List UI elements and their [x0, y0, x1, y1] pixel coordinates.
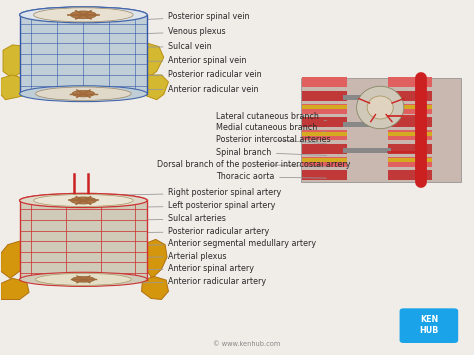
Bar: [302, 117, 346, 127]
Text: Right posterior spinal artery: Right posterior spinal artery: [116, 188, 282, 197]
Bar: [302, 105, 346, 109]
Ellipse shape: [34, 195, 133, 207]
Bar: [343, 148, 391, 153]
Ellipse shape: [71, 197, 96, 204]
Bar: [388, 105, 432, 109]
Ellipse shape: [72, 91, 95, 97]
Text: Anterior spinal vein: Anterior spinal vein: [116, 56, 247, 65]
Bar: [388, 130, 432, 140]
Ellipse shape: [19, 7, 147, 23]
Bar: [388, 132, 432, 136]
Bar: [388, 144, 432, 153]
Bar: [343, 95, 391, 100]
Text: Arterial plexus: Arterial plexus: [91, 252, 227, 261]
Text: Posterior radicular vein: Posterior radicular vein: [110, 70, 262, 80]
Text: Anterior radicular artery: Anterior radicular artery: [84, 277, 266, 286]
Polygon shape: [140, 239, 167, 278]
Text: Anterior spinal artery: Anterior spinal artery: [88, 264, 255, 273]
Text: Thoracic aorta: Thoracic aorta: [216, 172, 327, 181]
Bar: [302, 77, 346, 87]
Ellipse shape: [71, 11, 96, 19]
Polygon shape: [0, 241, 30, 278]
Bar: [302, 157, 346, 167]
Ellipse shape: [72, 277, 95, 282]
Bar: [302, 104, 346, 114]
Text: Posterior intercostal arteries: Posterior intercostal arteries: [216, 135, 330, 144]
Ellipse shape: [36, 87, 131, 100]
Bar: [388, 77, 432, 87]
Ellipse shape: [19, 272, 147, 286]
Bar: [302, 132, 346, 136]
FancyBboxPatch shape: [400, 308, 458, 343]
Text: Posterior radicular artery: Posterior radicular artery: [100, 227, 270, 236]
Text: Posterior spinal vein: Posterior spinal vein: [134, 12, 250, 21]
Bar: [302, 158, 346, 162]
Bar: [388, 104, 432, 114]
Bar: [302, 91, 346, 100]
Ellipse shape: [36, 273, 131, 285]
Text: Left posterior spinal artery: Left posterior spinal artery: [111, 201, 276, 210]
Text: Venous plexus: Venous plexus: [127, 27, 226, 36]
Polygon shape: [133, 43, 164, 78]
Bar: [302, 170, 346, 180]
Text: © www.kenhub.com: © www.kenhub.com: [213, 341, 280, 347]
Ellipse shape: [19, 7, 147, 23]
Bar: [301, 78, 462, 182]
Bar: [19, 201, 147, 280]
Bar: [388, 91, 432, 100]
Ellipse shape: [356, 86, 404, 129]
Text: Spinal branch: Spinal branch: [216, 148, 327, 157]
Text: Dorsal branch of the posterior intercostal artery: Dorsal branch of the posterior intercost…: [156, 160, 350, 169]
Bar: [388, 158, 432, 162]
Ellipse shape: [19, 193, 147, 208]
Ellipse shape: [19, 86, 147, 102]
Text: Medial cutaneous branch: Medial cutaneous branch: [216, 124, 327, 132]
Bar: [388, 157, 432, 167]
Text: Sulcal arteries: Sulcal arteries: [105, 214, 227, 223]
Polygon shape: [142, 277, 168, 300]
Polygon shape: [0, 75, 31, 100]
Polygon shape: [0, 278, 29, 300]
Polygon shape: [138, 75, 168, 100]
Ellipse shape: [34, 8, 133, 22]
Text: Lateral cutaneous branch: Lateral cutaneous branch: [216, 112, 327, 121]
Text: KEN
HUB: KEN HUB: [419, 315, 438, 335]
Ellipse shape: [19, 193, 147, 208]
Polygon shape: [3, 45, 38, 78]
Bar: [388, 117, 432, 127]
Bar: [19, 13, 147, 94]
Bar: [302, 130, 346, 140]
Ellipse shape: [367, 96, 393, 119]
Bar: [388, 170, 432, 180]
Bar: [343, 122, 391, 127]
Bar: [302, 144, 346, 153]
Text: Anterior radicular vein: Anterior radicular vein: [105, 84, 259, 94]
Text: Sulcal vein: Sulcal vein: [122, 42, 212, 51]
Text: Anterior segmental medullary artery: Anterior segmental medullary artery: [96, 240, 317, 248]
